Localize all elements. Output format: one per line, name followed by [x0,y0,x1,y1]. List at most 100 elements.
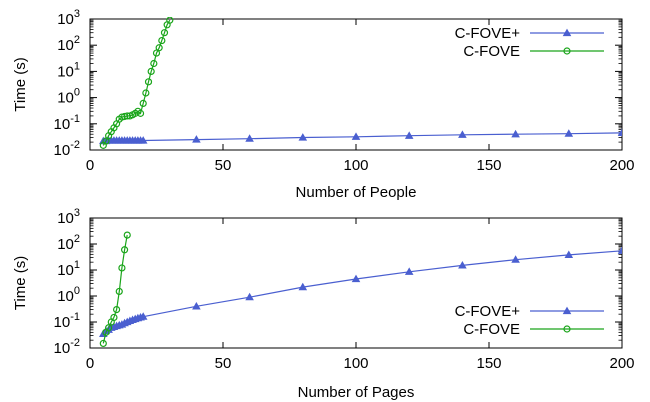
y-tick-base: 10 [57,236,74,253]
y-tick-base: 10 [57,63,74,80]
y-tick-exponent: 3 [74,8,80,20]
x-tick-label: 0 [86,355,94,372]
data-point [511,129,520,138]
data-point [166,17,174,24]
data-point [298,282,308,291]
data-point [120,246,129,254]
x-tick-label: 50 [215,355,232,372]
y-tick-exponent: 1 [74,259,80,271]
data-point [138,136,148,144]
y-tick-exponent: -2 [70,337,80,349]
y-tick-exponent: 0 [74,285,80,297]
y-tick-exponent: 1 [74,60,80,72]
y-tick-exponent: -1 [70,311,80,323]
series-c-fove [99,17,174,149]
y-tick-base: 10 [54,142,71,159]
series-line [103,132,622,142]
data-point [118,264,126,272]
legend-label: C-FOVE+ [455,25,521,42]
data-point [112,305,121,314]
data-point [351,274,361,283]
data-point [351,132,361,140]
y-axis-label: Time (s) [12,256,29,310]
legend: C-FOVE+C-FOVE [455,25,604,60]
series-line [102,19,171,146]
y-tick-label: 102 [57,233,80,253]
series-c-fove [99,231,131,348]
data-point [99,339,107,348]
y-tick-label: 103 [57,207,80,227]
data-point [245,134,254,142]
data-point [192,301,201,310]
y-tick-label: 101 [57,60,80,80]
x-tick-label: 150 [476,355,501,372]
y-tick-label: 10-1 [54,311,80,331]
data-point [160,29,169,37]
data-point [458,261,467,269]
data-point [138,312,148,320]
y-tick-base: 10 [54,340,71,357]
x-tick-label: 100 [343,157,368,174]
data-point [564,129,574,137]
y-tick-exponent: -1 [70,113,80,125]
legend-marker [562,28,572,37]
data-point [158,36,166,45]
y-tick-base: 10 [57,210,74,227]
series-c-fove- [99,246,622,337]
data-point [155,44,163,52]
data-point [136,109,145,117]
data-point [511,255,520,263]
data-point [147,67,155,76]
y-tick-base: 10 [57,90,74,107]
data-point [192,135,201,143]
y-tick-exponent: 2 [74,34,80,46]
y-tick-label: 101 [57,259,80,279]
y-tick-label: 100 [57,285,80,305]
legend-marker [563,47,571,55]
plot-frame [89,18,623,151]
y-tick-exponent: -2 [70,139,80,151]
legend: C-FOVE+C-FOVE [455,303,604,338]
y-tick-label: 103 [57,8,80,28]
data-point [617,246,622,254]
y-tick-label: 10-2 [54,139,80,159]
y-tick-label: 10-2 [54,337,80,357]
data-point [123,231,131,239]
legend-marker [563,325,571,333]
x-tick-label: 0 [86,157,94,174]
y-tick-base: 10 [57,262,74,279]
legend-marker [562,306,572,315]
x-tick-label: 150 [476,157,501,174]
y-tick-label: 102 [57,34,80,54]
x-tick-label: 200 [609,355,634,372]
data-point [245,292,254,301]
legend-label: C-FOVE+ [455,303,521,320]
y-tick-base: 10 [54,314,71,331]
y-tick-base: 10 [54,116,71,133]
x-axis-label: Number of Pages [298,384,415,401]
data-point [404,131,414,139]
y-tick-exponent: 0 [74,87,80,99]
x-tick-label: 50 [215,157,232,174]
data-point [144,78,153,86]
y-tick-exponent: 3 [74,207,80,219]
data-point [110,313,118,322]
data-point [142,89,150,97]
legend-label: C-FOVE [463,321,520,338]
data-point [150,59,158,68]
y-tick-base: 10 [57,37,74,54]
data-point [115,287,123,296]
data-point [298,133,308,141]
y-tick-label: 10-1 [54,113,80,133]
y-tick-exponent: 2 [74,233,80,245]
data-point [617,128,622,136]
data-point [139,99,147,108]
data-point [404,267,414,275]
y-tick-label: 100 [57,87,80,107]
x-tick-label: 100 [343,355,368,372]
data-point [564,250,574,259]
series-line [102,250,622,335]
x-axis-label: Number of People [296,184,417,201]
